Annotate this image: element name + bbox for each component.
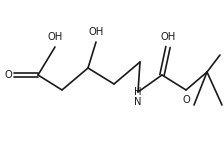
Text: O: O xyxy=(182,95,190,105)
Text: OH: OH xyxy=(160,32,176,42)
Text: OH: OH xyxy=(88,27,104,37)
Text: O: O xyxy=(4,70,12,80)
Text: OH: OH xyxy=(47,32,63,42)
Text: N: N xyxy=(134,97,142,107)
Text: H: H xyxy=(134,87,142,97)
